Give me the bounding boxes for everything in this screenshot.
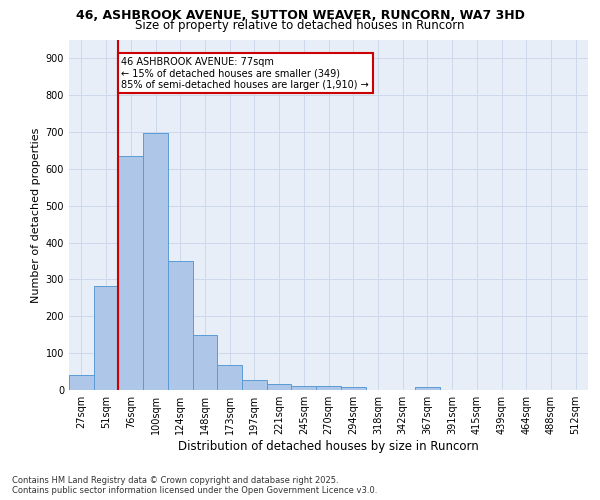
- Bar: [341, 388, 365, 390]
- Bar: [242, 380, 267, 390]
- Text: Contains HM Land Registry data © Crown copyright and database right 2025.
Contai: Contains HM Land Registry data © Crown c…: [12, 476, 377, 495]
- Text: 46, ASHBROOK AVENUE, SUTTON WEAVER, RUNCORN, WA7 3HD: 46, ASHBROOK AVENUE, SUTTON WEAVER, RUNC…: [76, 9, 524, 22]
- Y-axis label: Number of detached properties: Number of detached properties: [31, 128, 41, 302]
- Bar: [217, 366, 242, 390]
- Bar: [292, 386, 316, 390]
- Bar: [193, 336, 217, 390]
- Text: 46 ASHBROOK AVENUE: 77sqm
← 15% of detached houses are smaller (349)
85% of semi: 46 ASHBROOK AVENUE: 77sqm ← 15% of detac…: [121, 56, 369, 90]
- Bar: [316, 386, 341, 390]
- Text: Size of property relative to detached houses in Runcorn: Size of property relative to detached ho…: [135, 19, 465, 32]
- Bar: [118, 156, 143, 390]
- Bar: [415, 387, 440, 390]
- X-axis label: Distribution of detached houses by size in Runcorn: Distribution of detached houses by size …: [178, 440, 479, 453]
- Bar: [168, 261, 193, 390]
- Bar: [69, 374, 94, 390]
- Bar: [143, 133, 168, 390]
- Bar: [94, 286, 118, 390]
- Bar: [267, 384, 292, 390]
